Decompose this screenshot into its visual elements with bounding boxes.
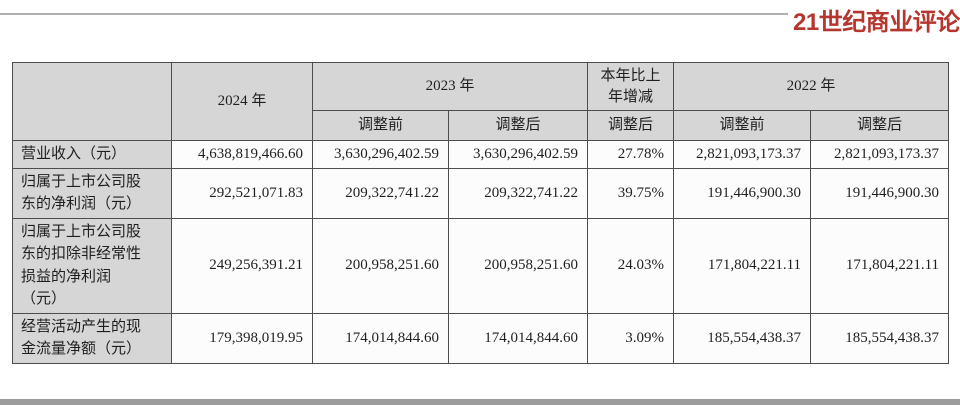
row-label: 归属于上市公司股 东的净利润（元） [12, 167, 172, 219]
value-2023-after: 174,014,844.60 [447, 312, 589, 364]
subheader-2022-after: 调整后 [810, 110, 950, 141]
value-2023-after: 209,322,741.22 [447, 167, 589, 219]
value-2024: 4,638,819,466.60 [171, 140, 313, 169]
table-row-operating-cash-flow: 经营活动产生的现 金流量净额（元） 179,398,019.95 174,014… [12, 312, 950, 364]
masthead-rule [0, 13, 788, 15]
col-header-2023: 2023 年 [311, 62, 589, 111]
col-header-2022: 2022 年 [673, 62, 950, 111]
value-2022-before: 2,821,093,173.37 [673, 140, 812, 169]
value-2023-before: 174,014,844.60 [312, 312, 449, 364]
value-2023-before: 209,322,741.22 [312, 167, 449, 219]
row-label: 归属于上市公司股 东的扣除非经常性 损益的净利润 （元） [12, 217, 172, 314]
value-change: 39.75% [587, 167, 675, 219]
value-2022-after: 191,446,900.30 [810, 167, 950, 219]
header-row-2: 调整前 调整后 调整后 调整前 调整后 [13, 110, 950, 141]
value-2023-before: 200,958,251.60 [312, 217, 449, 314]
subheader-2022-before: 调整前 [673, 110, 812, 141]
value-2024: 292,521,071.83 [171, 167, 313, 219]
value-2022-before: 185,554,438.37 [673, 312, 812, 364]
value-2023-after: 200,958,251.60 [447, 217, 589, 314]
table-row-net-profit-excl-nonrecurring: 归属于上市公司股 东的扣除非经常性 损益的净利润 （元） 249,256,391… [12, 217, 950, 314]
value-2023-before: 3,630,296,402.59 [312, 140, 449, 169]
bottom-divider-bar [0, 399, 960, 405]
value-2022-before: 191,446,900.30 [673, 167, 812, 219]
value-2024: 249,256,391.21 [171, 217, 313, 314]
col-header-2024: 2024 年 [171, 62, 313, 141]
table-row-net-profit: 归属于上市公司股 东的净利润（元） 292,521,071.83 209,322… [12, 167, 950, 219]
corner-empty-cell [12, 62, 172, 141]
value-2024: 179,398,019.95 [171, 312, 313, 364]
publication-logo: 21世纪商业评论 [793, 9, 960, 36]
col-header-yoy-change: 本年比上 年增减 [587, 62, 675, 111]
row-label: 经营活动产生的现 金流量净额（元） [12, 312, 172, 364]
subheader-2023-before: 调整前 [312, 110, 449, 141]
value-2022-before: 171,804,221.11 [673, 217, 812, 314]
table-row-revenue: 营业收入（元） 4,638,819,466.60 3,630,296,402.5… [12, 140, 950, 169]
value-2022-after: 2,821,093,173.37 [810, 140, 950, 169]
financial-summary-table: 2024 年 2023 年 本年比上 年增减 2022 年 调整前 调整后 调整… [12, 62, 950, 364]
header-row-1: 2024 年 2023 年 本年比上 年增减 2022 年 [12, 62, 950, 141]
subheader-2023-after: 调整后 [447, 110, 589, 141]
value-2022-after: 185,554,438.37 [810, 312, 950, 364]
value-2023-after: 3,630,296,402.59 [447, 140, 589, 169]
subheader-change-after: 调整后 [587, 110, 675, 141]
value-change: 27.78% [587, 140, 675, 169]
value-change: 3.09% [587, 312, 675, 364]
row-label: 营业收入（元） [12, 140, 172, 169]
value-2022-after: 171,804,221.11 [810, 217, 950, 314]
value-change: 24.03% [587, 217, 675, 314]
